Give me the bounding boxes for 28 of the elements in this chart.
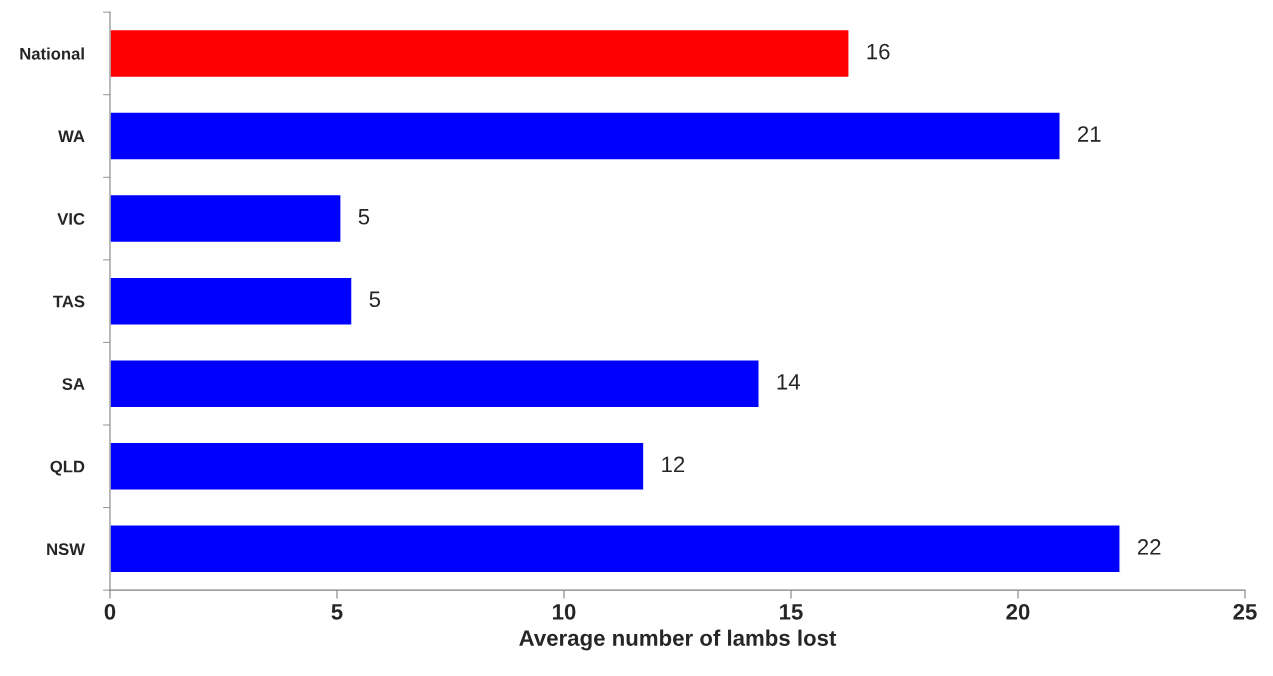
x-tick-label: 10 [553, 603, 576, 620]
data-label: 5 [358, 209, 370, 225]
x-tick-label: 5 [331, 604, 343, 620]
data-label: 5 [369, 291, 381, 308]
data-label: 12 [662, 456, 685, 473]
bar [109, 441, 645, 491]
bar [109, 193, 342, 244]
x-tick-label: 20 [1006, 603, 1030, 620]
y-tick-label: QLD [50, 460, 85, 476]
x-axis-title: Average number of lambs lost [519, 629, 837, 651]
x-tick-label: 25 [1233, 603, 1257, 620]
data-label: 21 [1078, 126, 1101, 142]
bar [109, 524, 1121, 574]
bar [109, 28, 850, 79]
y-tick-label: VIC [57, 212, 85, 225]
y-tick-label: NSW [47, 543, 85, 556]
y-tick-label: National [20, 47, 84, 60]
y-tick-label: WA [58, 130, 85, 143]
data-label: 14 [777, 374, 800, 390]
y-tick-label: TAS [53, 295, 85, 308]
bar [109, 111, 1061, 161]
bar [109, 359, 760, 409]
y-tick-label: SA [62, 378, 85, 390]
x-tick-label: 15 [780, 604, 803, 620]
bar [109, 276, 353, 326]
data-label: 22 [1137, 539, 1161, 555]
data-label: 16 [867, 43, 890, 60]
x-tick-label: 0 [104, 603, 116, 620]
